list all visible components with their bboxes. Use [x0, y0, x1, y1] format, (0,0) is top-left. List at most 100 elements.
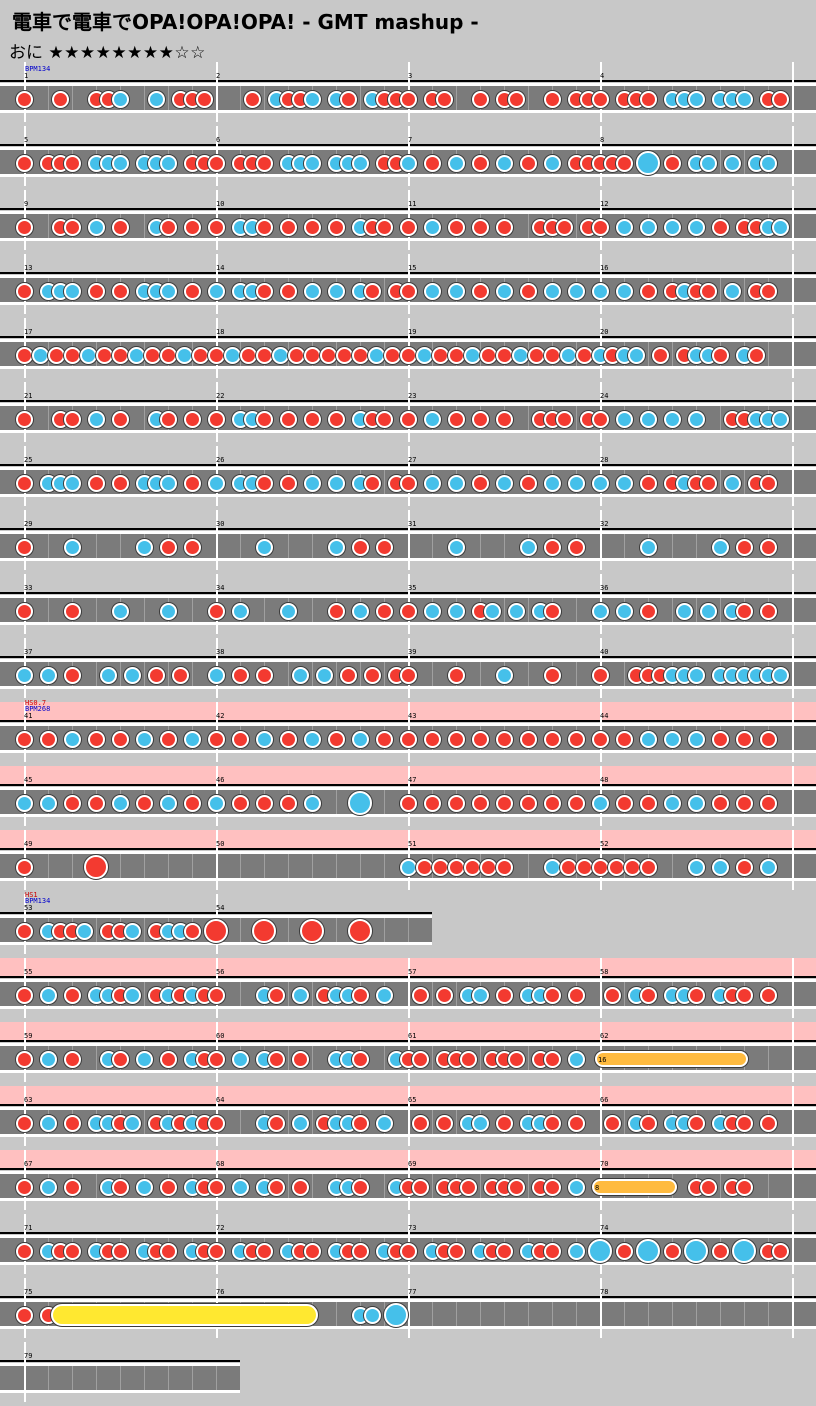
- beat-gridline: [768, 1046, 769, 1070]
- ka-note: [159, 154, 177, 172]
- beat-gridline: [384, 1046, 385, 1070]
- ka-note: [447, 474, 465, 492]
- don-note: [351, 1050, 369, 1068]
- don-note: [759, 794, 777, 812]
- beat-gridline: [48, 854, 49, 878]
- don-note: [411, 1050, 429, 1068]
- don-note: [639, 90, 657, 108]
- don-note: [15, 1178, 33, 1196]
- don-note: [591, 666, 609, 684]
- ka-note: [543, 282, 561, 300]
- don-note: [183, 282, 201, 300]
- ka-note: [39, 1114, 57, 1132]
- don-note: [111, 1178, 129, 1196]
- big-don-note: [84, 855, 108, 879]
- don-note: [591, 90, 609, 108]
- beat-gridline: [672, 534, 673, 558]
- beat-gridline: [576, 1302, 577, 1326]
- don-note: [735, 1114, 753, 1132]
- barline: [408, 510, 410, 570]
- measure-row: 9 10 11 12: [0, 190, 816, 254]
- don-note: [399, 1242, 417, 1260]
- ka-note: [675, 602, 693, 620]
- don-note: [319, 346, 337, 364]
- beat-gridline: [144, 918, 145, 942]
- barline: [216, 510, 218, 570]
- measure-number: 41: [24, 712, 33, 720]
- ka-note: [495, 154, 513, 172]
- don-note: [207, 218, 225, 236]
- don-note: [303, 218, 321, 236]
- don-note: [15, 1242, 33, 1260]
- beat-gridline: [144, 406, 145, 430]
- ka-note: [687, 666, 705, 684]
- ka-note: [135, 1178, 153, 1196]
- don-note: [207, 1050, 225, 1068]
- don-note: [63, 666, 81, 684]
- don-note: [303, 346, 321, 364]
- beat-gridline: [576, 406, 577, 430]
- don-note: [519, 282, 537, 300]
- don-note: [771, 1242, 789, 1260]
- beat-gridline: [432, 982, 433, 1006]
- don-note: [375, 730, 393, 748]
- measure-row: 59 60 61 62 16: [0, 1022, 816, 1086]
- beat-gridline: [264, 86, 265, 110]
- beat-gridline: [96, 1174, 97, 1198]
- don-note: [63, 346, 81, 364]
- beat-gridline: [120, 1366, 121, 1390]
- don-note: [759, 986, 777, 1004]
- ka-note: [99, 666, 117, 684]
- barline: [792, 318, 794, 378]
- measure-number: 72: [216, 1224, 225, 1232]
- don-note: [711, 1242, 729, 1260]
- don-note: [447, 794, 465, 812]
- barline: [792, 1086, 794, 1146]
- measure-number: 59: [24, 1032, 33, 1040]
- don-note: [639, 474, 657, 492]
- don-note: [399, 666, 417, 684]
- ka-note: [567, 282, 585, 300]
- don-note: [759, 602, 777, 620]
- measure-row: 75 76 77 78: [0, 1278, 816, 1342]
- ka-note: [327, 474, 345, 492]
- don-note: [423, 794, 441, 812]
- don-note: [591, 218, 609, 236]
- ka-note: [567, 1050, 585, 1068]
- don-note: [495, 1242, 513, 1260]
- beat-gridline: [48, 214, 49, 238]
- ka-note: [63, 474, 81, 492]
- don-note: [327, 602, 345, 620]
- beat-gridline: [576, 598, 577, 622]
- measure-number: 65: [408, 1096, 417, 1104]
- measure-row: 71 72 73 74: [0, 1214, 816, 1278]
- don-note: [507, 1178, 525, 1196]
- measure-number: 9: [24, 200, 29, 208]
- barline: [792, 702, 794, 762]
- ka-note: [39, 794, 57, 812]
- don-note: [591, 730, 609, 748]
- measure-number: 23: [408, 392, 417, 400]
- don-note: [519, 730, 537, 748]
- measure-row: 17 18 19 20: [0, 318, 816, 382]
- ka-note: [303, 154, 321, 172]
- don-note: [15, 154, 33, 172]
- don-note: [771, 90, 789, 108]
- don-note: [171, 666, 189, 684]
- ka-note: [567, 1242, 585, 1260]
- barline: [792, 574, 794, 634]
- don-note: [159, 1242, 177, 1260]
- ka-note: [495, 666, 513, 684]
- ka-note: [123, 666, 141, 684]
- don-note: [267, 1050, 285, 1068]
- measure-number: 70: [600, 1160, 609, 1168]
- measure-number: 57: [408, 968, 417, 976]
- don-note: [447, 410, 465, 428]
- beat-gridline: [240, 86, 241, 110]
- ka-note: [39, 1050, 57, 1068]
- don-note: [663, 154, 681, 172]
- ka-note: [123, 986, 141, 1004]
- ka-note: [351, 602, 369, 620]
- beat-gridline: [384, 470, 385, 494]
- don-note: [243, 90, 261, 108]
